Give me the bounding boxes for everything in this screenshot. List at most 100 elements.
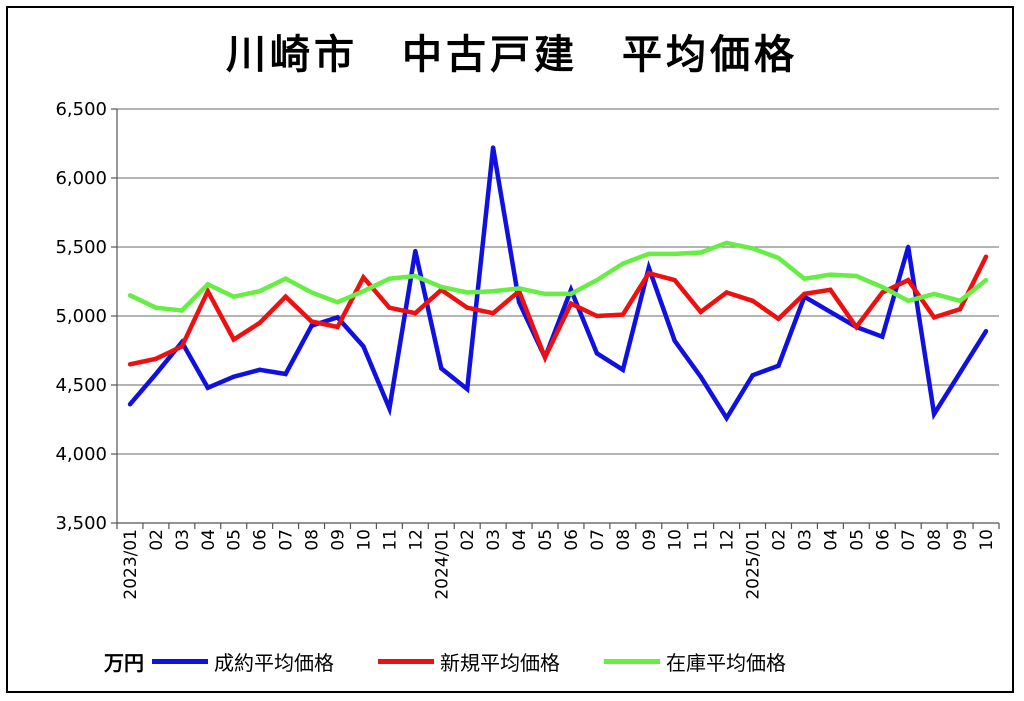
data-point xyxy=(335,324,340,330)
unit-label: 万円 xyxy=(104,650,144,675)
x-tick-label: 05 xyxy=(847,529,867,551)
data-point xyxy=(205,282,210,287)
data-point xyxy=(309,323,314,328)
data-point xyxy=(802,291,807,297)
data-point xyxy=(309,319,314,324)
data-point xyxy=(854,273,859,279)
data-point xyxy=(283,294,288,299)
data-point xyxy=(620,312,626,317)
data-point xyxy=(127,293,133,298)
data-point xyxy=(257,320,262,326)
data-point xyxy=(983,254,989,259)
data-point xyxy=(620,367,626,372)
x-tick-label: 09 xyxy=(640,529,660,551)
data-point xyxy=(490,311,496,316)
data-point xyxy=(750,298,755,303)
data-point xyxy=(465,386,470,392)
data-point xyxy=(361,289,366,294)
data-point xyxy=(153,356,159,361)
x-tick-label: 09 xyxy=(329,529,349,551)
y-tick-label: 4,000 xyxy=(55,444,107,465)
data-point xyxy=(257,289,262,294)
data-point xyxy=(594,351,600,356)
data-point xyxy=(698,374,703,379)
data-point xyxy=(698,250,703,255)
data-point xyxy=(906,277,911,283)
series-line-0 xyxy=(128,147,988,423)
x-tick-label: 08 xyxy=(614,529,634,551)
data-point xyxy=(828,287,833,292)
y-tick-label: 6,000 xyxy=(55,168,107,189)
data-point xyxy=(439,366,444,371)
data-point xyxy=(724,290,729,295)
data-point xyxy=(361,344,366,349)
data-point xyxy=(828,272,833,277)
data-point xyxy=(231,374,236,379)
y-tick-label: 5,000 xyxy=(55,306,107,327)
series-line-2 xyxy=(129,240,988,313)
data-point xyxy=(957,298,963,303)
data-point xyxy=(465,290,470,295)
x-tick-label: 02 xyxy=(147,529,167,551)
data-point xyxy=(620,261,626,266)
data-point xyxy=(387,276,392,281)
x-tick-label: 12 xyxy=(718,529,738,551)
x-tick-label: 06 xyxy=(251,529,271,551)
data-point xyxy=(880,334,885,339)
data-point xyxy=(283,371,288,377)
data-point xyxy=(698,309,703,315)
data-point xyxy=(568,291,574,297)
x-tick-label: 02 xyxy=(770,529,790,551)
data-point xyxy=(931,291,937,297)
x-tick-label: 05 xyxy=(536,529,556,551)
data-point xyxy=(387,305,392,310)
data-point xyxy=(490,289,496,294)
x-tick-label: 08 xyxy=(925,529,945,551)
x-tick-label: 11 xyxy=(380,529,400,551)
legend-item-inventory: 在庫平均価格 xyxy=(604,647,786,676)
data-point xyxy=(127,402,133,407)
data-point xyxy=(542,291,548,297)
data-point xyxy=(231,337,236,342)
data-point xyxy=(906,244,911,250)
x-tick-label: 11 xyxy=(692,529,712,551)
legend: 万円 成約平均価格 新規平均価格 在庫平均価格 xyxy=(104,646,830,676)
data-point xyxy=(750,373,755,378)
data-point xyxy=(231,294,236,299)
data-point xyxy=(283,276,288,281)
data-point xyxy=(983,277,989,283)
data-point xyxy=(568,301,574,306)
data-point xyxy=(672,251,677,257)
data-point xyxy=(413,273,418,279)
legend-label-contract: 成約平均価格 xyxy=(214,650,334,675)
data-point xyxy=(646,251,651,257)
x-tick-label: 07 xyxy=(277,529,297,551)
data-point xyxy=(750,246,755,251)
x-tick-label: 03 xyxy=(173,529,193,551)
data-point xyxy=(646,271,651,276)
x-tick-label: 06 xyxy=(873,529,893,551)
data-point xyxy=(983,329,989,334)
data-point xyxy=(802,276,807,281)
data-point xyxy=(335,315,340,320)
data-point xyxy=(205,385,210,390)
data-point xyxy=(257,367,262,372)
data-point xyxy=(309,290,314,295)
data-point xyxy=(490,145,496,150)
x-tick-label: 04 xyxy=(821,529,841,551)
data-point xyxy=(439,284,444,290)
legend-swatch-contract xyxy=(152,658,208,664)
data-point xyxy=(594,313,600,319)
x-tick-label: 2024/01 xyxy=(432,529,452,600)
data-point xyxy=(957,306,963,312)
legend-label-inventory: 在庫平均価格 xyxy=(666,650,786,675)
data-point xyxy=(931,315,937,320)
data-point xyxy=(127,362,133,367)
y-tick-label: 3,500 xyxy=(55,513,107,534)
data-point xyxy=(465,305,470,310)
data-point xyxy=(516,286,522,291)
x-tick-label: 10 xyxy=(977,529,997,551)
data-point xyxy=(724,415,729,421)
legend-item-new: 新規平均価格 xyxy=(378,647,560,676)
